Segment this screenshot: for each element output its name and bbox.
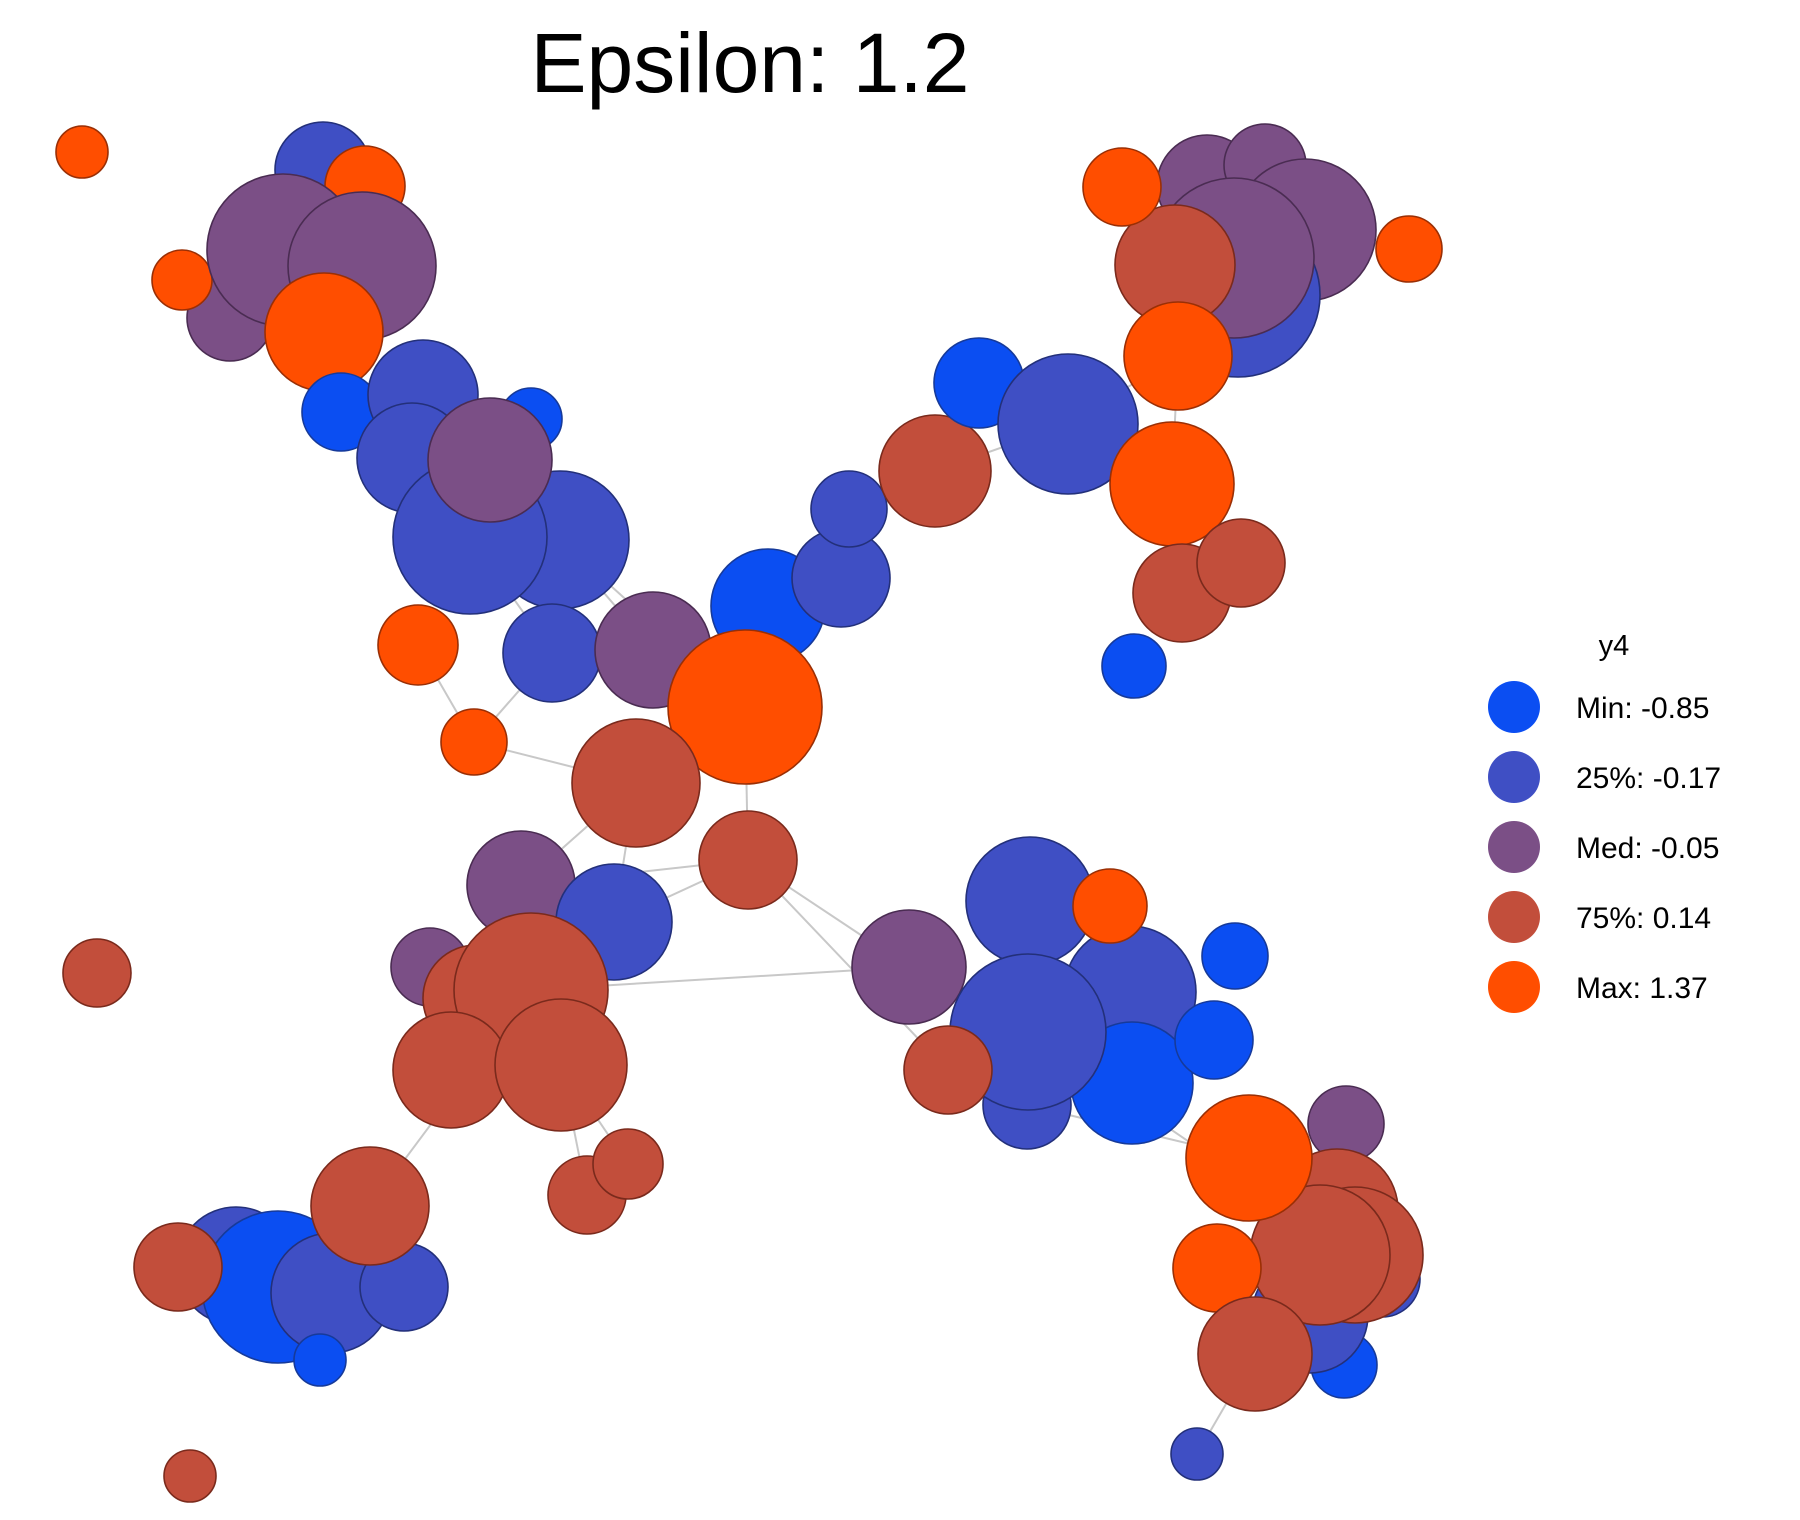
graph-node <box>1123 301 1233 411</box>
legend-label-max: Max: 1.37 <box>1576 972 1708 1005</box>
legend-swatch-median <box>1488 821 1540 873</box>
chart-title: Epsilon: 1.2 <box>531 16 970 110</box>
legend-title: y4 <box>1599 630 1630 662</box>
legend-label-min: Min: -0.85 <box>1576 692 1709 725</box>
graph-node <box>133 1222 223 1312</box>
graph-node <box>264 272 384 392</box>
legend: y4 Min: -0.85 25%: -0.17 Med: -0.05 75%:… <box>1488 630 1721 1013</box>
graph-node <box>1082 147 1162 227</box>
graph-node <box>1197 1296 1313 1412</box>
graph-node <box>903 1025 993 1115</box>
graph-node <box>1196 518 1286 608</box>
legend-label-median: Med: -0.05 <box>1576 832 1719 865</box>
graph-node <box>810 470 888 548</box>
graph-nodes <box>55 121 1443 1503</box>
graph-node <box>571 718 701 848</box>
graph-node <box>878 414 992 528</box>
graph-node <box>151 249 213 311</box>
graph-node <box>851 909 967 1025</box>
legend-label-75: 75%: 0.14 <box>1576 902 1711 935</box>
legend-swatch-max <box>1488 961 1540 1013</box>
graph-node <box>667 629 823 785</box>
graph-node <box>440 708 508 776</box>
graph-node <box>997 353 1139 495</box>
legend-label-25: 25%: -0.17 <box>1576 762 1721 795</box>
legend-swatch-75 <box>1488 891 1540 943</box>
graph-node <box>1201 922 1269 990</box>
graph-node <box>1170 1427 1224 1481</box>
graph-node <box>502 603 602 703</box>
graph-node <box>1174 1000 1254 1080</box>
legend-swatch-min <box>1488 681 1540 733</box>
graph-node <box>55 125 109 179</box>
graph-node <box>1185 1094 1313 1222</box>
graph-node <box>377 604 459 686</box>
graph-node <box>163 1449 217 1503</box>
graph-node <box>293 1333 347 1387</box>
graph-node <box>1375 215 1443 283</box>
graph-node <box>1072 868 1148 944</box>
graph-node <box>1101 633 1167 699</box>
graph-node <box>62 938 132 1008</box>
graph-node <box>392 1011 510 1129</box>
legend-swatch-25 <box>1488 751 1540 803</box>
graph-node <box>494 998 628 1132</box>
graph-node <box>698 810 798 910</box>
graph-node <box>427 397 553 523</box>
graph-node <box>592 1128 664 1200</box>
graph-node <box>310 1146 430 1266</box>
